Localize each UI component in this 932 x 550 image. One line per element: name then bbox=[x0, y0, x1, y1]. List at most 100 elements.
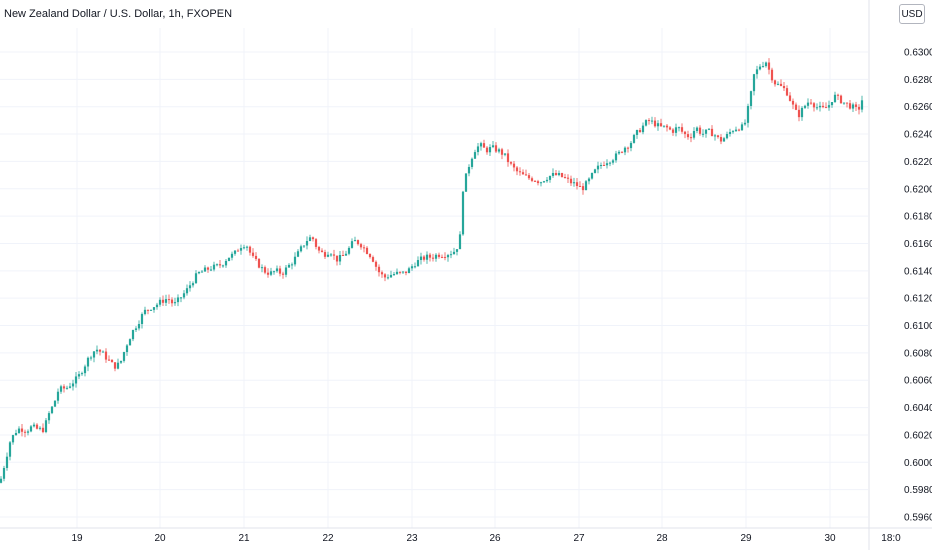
candle-body[interactable] bbox=[119, 360, 123, 363]
candle-body[interactable] bbox=[14, 433, 18, 436]
candle-body[interactable] bbox=[38, 427, 42, 429]
candle-body[interactable] bbox=[650, 120, 654, 122]
candle-body[interactable] bbox=[314, 239, 318, 247]
candle-body[interactable] bbox=[497, 149, 501, 152]
candle-body[interactable] bbox=[173, 302, 177, 304]
candle-body[interactable] bbox=[728, 131, 732, 135]
candle-body[interactable] bbox=[818, 105, 822, 108]
candle-body[interactable] bbox=[320, 250, 324, 253]
candle-body[interactable] bbox=[83, 366, 87, 374]
candle-body[interactable] bbox=[398, 271, 402, 273]
candle-body[interactable] bbox=[350, 241, 354, 248]
candle-body[interactable] bbox=[176, 297, 180, 303]
candle-body[interactable] bbox=[17, 428, 21, 434]
candle-body[interactable] bbox=[581, 186, 585, 191]
candle-body[interactable] bbox=[254, 255, 258, 259]
candle-body[interactable] bbox=[482, 143, 486, 148]
candle-body[interactable] bbox=[830, 102, 834, 106]
candle-body[interactable] bbox=[215, 264, 219, 266]
candle-body[interactable] bbox=[182, 293, 186, 298]
candle-body[interactable] bbox=[140, 314, 144, 324]
candle-body[interactable] bbox=[248, 246, 252, 253]
candle-body[interactable] bbox=[365, 247, 369, 254]
candle-body[interactable] bbox=[458, 234, 462, 250]
candle-body[interactable] bbox=[605, 163, 609, 166]
candle-body[interactable] bbox=[293, 256, 297, 265]
candle-body[interactable] bbox=[311, 237, 315, 240]
candle-body[interactable] bbox=[143, 309, 147, 315]
candle-body[interactable] bbox=[638, 130, 642, 133]
candle-body[interactable] bbox=[263, 267, 267, 273]
candle-body[interactable] bbox=[686, 134, 690, 138]
candle-body[interactable] bbox=[614, 153, 618, 161]
candle-body[interactable] bbox=[299, 246, 303, 252]
candle-body[interactable] bbox=[578, 185, 582, 187]
candle-body[interactable] bbox=[551, 172, 555, 176]
candle-body[interactable] bbox=[71, 383, 75, 387]
candle-body[interactable] bbox=[656, 123, 660, 127]
candle-body[interactable] bbox=[692, 131, 696, 138]
candle-body[interactable] bbox=[269, 271, 273, 275]
candle-body[interactable] bbox=[212, 264, 216, 270]
candle-body[interactable] bbox=[608, 162, 612, 164]
candle-body[interactable] bbox=[158, 299, 162, 305]
candle-body[interactable] bbox=[479, 143, 483, 147]
candle-body[interactable] bbox=[683, 131, 687, 135]
candle-body[interactable] bbox=[767, 62, 771, 70]
candle-body[interactable] bbox=[26, 431, 30, 433]
candle-body[interactable] bbox=[95, 349, 99, 352]
candle-body[interactable] bbox=[545, 179, 549, 182]
candle-body[interactable] bbox=[56, 391, 60, 401]
candle-body[interactable] bbox=[689, 137, 693, 139]
candle-body[interactable] bbox=[593, 169, 597, 173]
candle-body[interactable] bbox=[770, 69, 774, 81]
candle-body[interactable] bbox=[290, 264, 294, 266]
candle-body[interactable] bbox=[203, 267, 207, 272]
candle-body[interactable] bbox=[392, 274, 396, 276]
candle-body[interactable] bbox=[611, 160, 615, 163]
candle-body[interactable] bbox=[860, 100, 864, 110]
candle-body[interactable] bbox=[116, 362, 120, 369]
candle-body[interactable] bbox=[587, 178, 591, 182]
candle-body[interactable] bbox=[617, 151, 621, 154]
candle-body[interactable] bbox=[845, 102, 849, 104]
candle-body[interactable] bbox=[29, 426, 33, 432]
candle-body[interactable] bbox=[596, 165, 600, 170]
candle-body[interactable] bbox=[476, 146, 480, 153]
candle-body[interactable] bbox=[59, 386, 63, 392]
candle-body[interactable] bbox=[359, 244, 363, 248]
candle-body[interactable] bbox=[410, 266, 414, 269]
candle-body[interactable] bbox=[461, 191, 465, 235]
candle-body[interactable] bbox=[566, 177, 570, 179]
candle-body[interactable] bbox=[149, 309, 153, 311]
candle-body[interactable] bbox=[194, 273, 198, 284]
candle-body[interactable] bbox=[221, 265, 225, 267]
candle-body[interactable] bbox=[635, 130, 639, 135]
candle-body[interactable] bbox=[362, 247, 366, 249]
candle-body[interactable] bbox=[827, 105, 831, 108]
candle-body[interactable] bbox=[518, 171, 522, 173]
candle-body[interactable] bbox=[641, 125, 645, 133]
candle-body[interactable] bbox=[743, 122, 747, 125]
candle-body[interactable] bbox=[815, 107, 819, 109]
candle-body[interactable] bbox=[677, 127, 681, 129]
candle-body[interactable] bbox=[443, 256, 447, 258]
candle-body[interactable] bbox=[848, 103, 852, 109]
candle-body[interactable] bbox=[80, 373, 84, 375]
candle-body[interactable] bbox=[662, 125, 666, 127]
candle-body[interactable] bbox=[548, 175, 552, 180]
candle-body[interactable] bbox=[629, 142, 633, 149]
candle-body[interactable] bbox=[5, 456, 9, 468]
candle-body[interactable] bbox=[470, 158, 474, 167]
candle-body[interactable] bbox=[323, 252, 327, 257]
candle-body[interactable] bbox=[812, 103, 816, 108]
candle-body[interactable] bbox=[23, 431, 27, 433]
candle-body[interactable] bbox=[146, 309, 150, 311]
candle-body[interactable] bbox=[35, 424, 39, 429]
candle-body[interactable] bbox=[197, 272, 201, 274]
candle-body[interactable] bbox=[653, 120, 657, 127]
candle-body[interactable] bbox=[86, 357, 90, 367]
candle-body[interactable] bbox=[620, 151, 624, 153]
candle-body[interactable] bbox=[842, 102, 846, 104]
